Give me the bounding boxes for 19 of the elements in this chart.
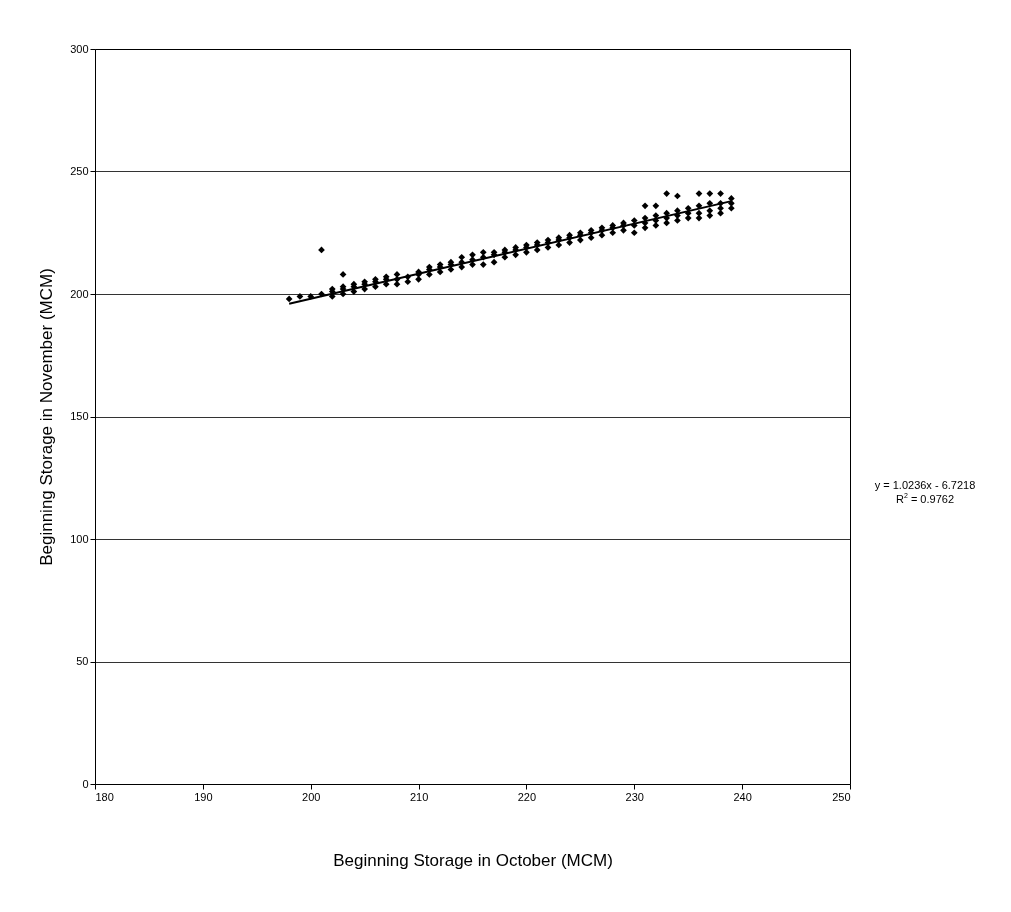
y-tick-label: 100: [70, 532, 89, 545]
x-tick-label: 200: [302, 790, 321, 803]
x-tick-label: 220: [517, 790, 537, 803]
x-tick-label: 230: [625, 790, 644, 803]
y-tick-label: 200: [70, 287, 89, 300]
y-tick-label: 300: [70, 42, 89, 55]
x-tick-label: 250: [832, 790, 851, 803]
x-tick-label: 190: [194, 790, 213, 803]
y-tick-label: 50: [76, 655, 89, 667]
y-tick-label: 150: [70, 410, 89, 422]
y-axis-title: Beginning Storage in November (MCM): [37, 268, 57, 566]
y-tick-label: 0: [82, 777, 89, 790]
x-tick-label: 240: [733, 790, 752, 803]
x-tick-label: 210: [409, 790, 429, 803]
x-axis-title: Beginning Storage in October (MCM): [333, 850, 613, 870]
text: R$^{2}$ = 0.9762: [894, 492, 955, 506]
x-tick-label: 180: [95, 790, 114, 803]
y-tick-label: 250: [70, 165, 89, 177]
text: y = 1.0236x - 6.7218: [873, 478, 977, 492]
